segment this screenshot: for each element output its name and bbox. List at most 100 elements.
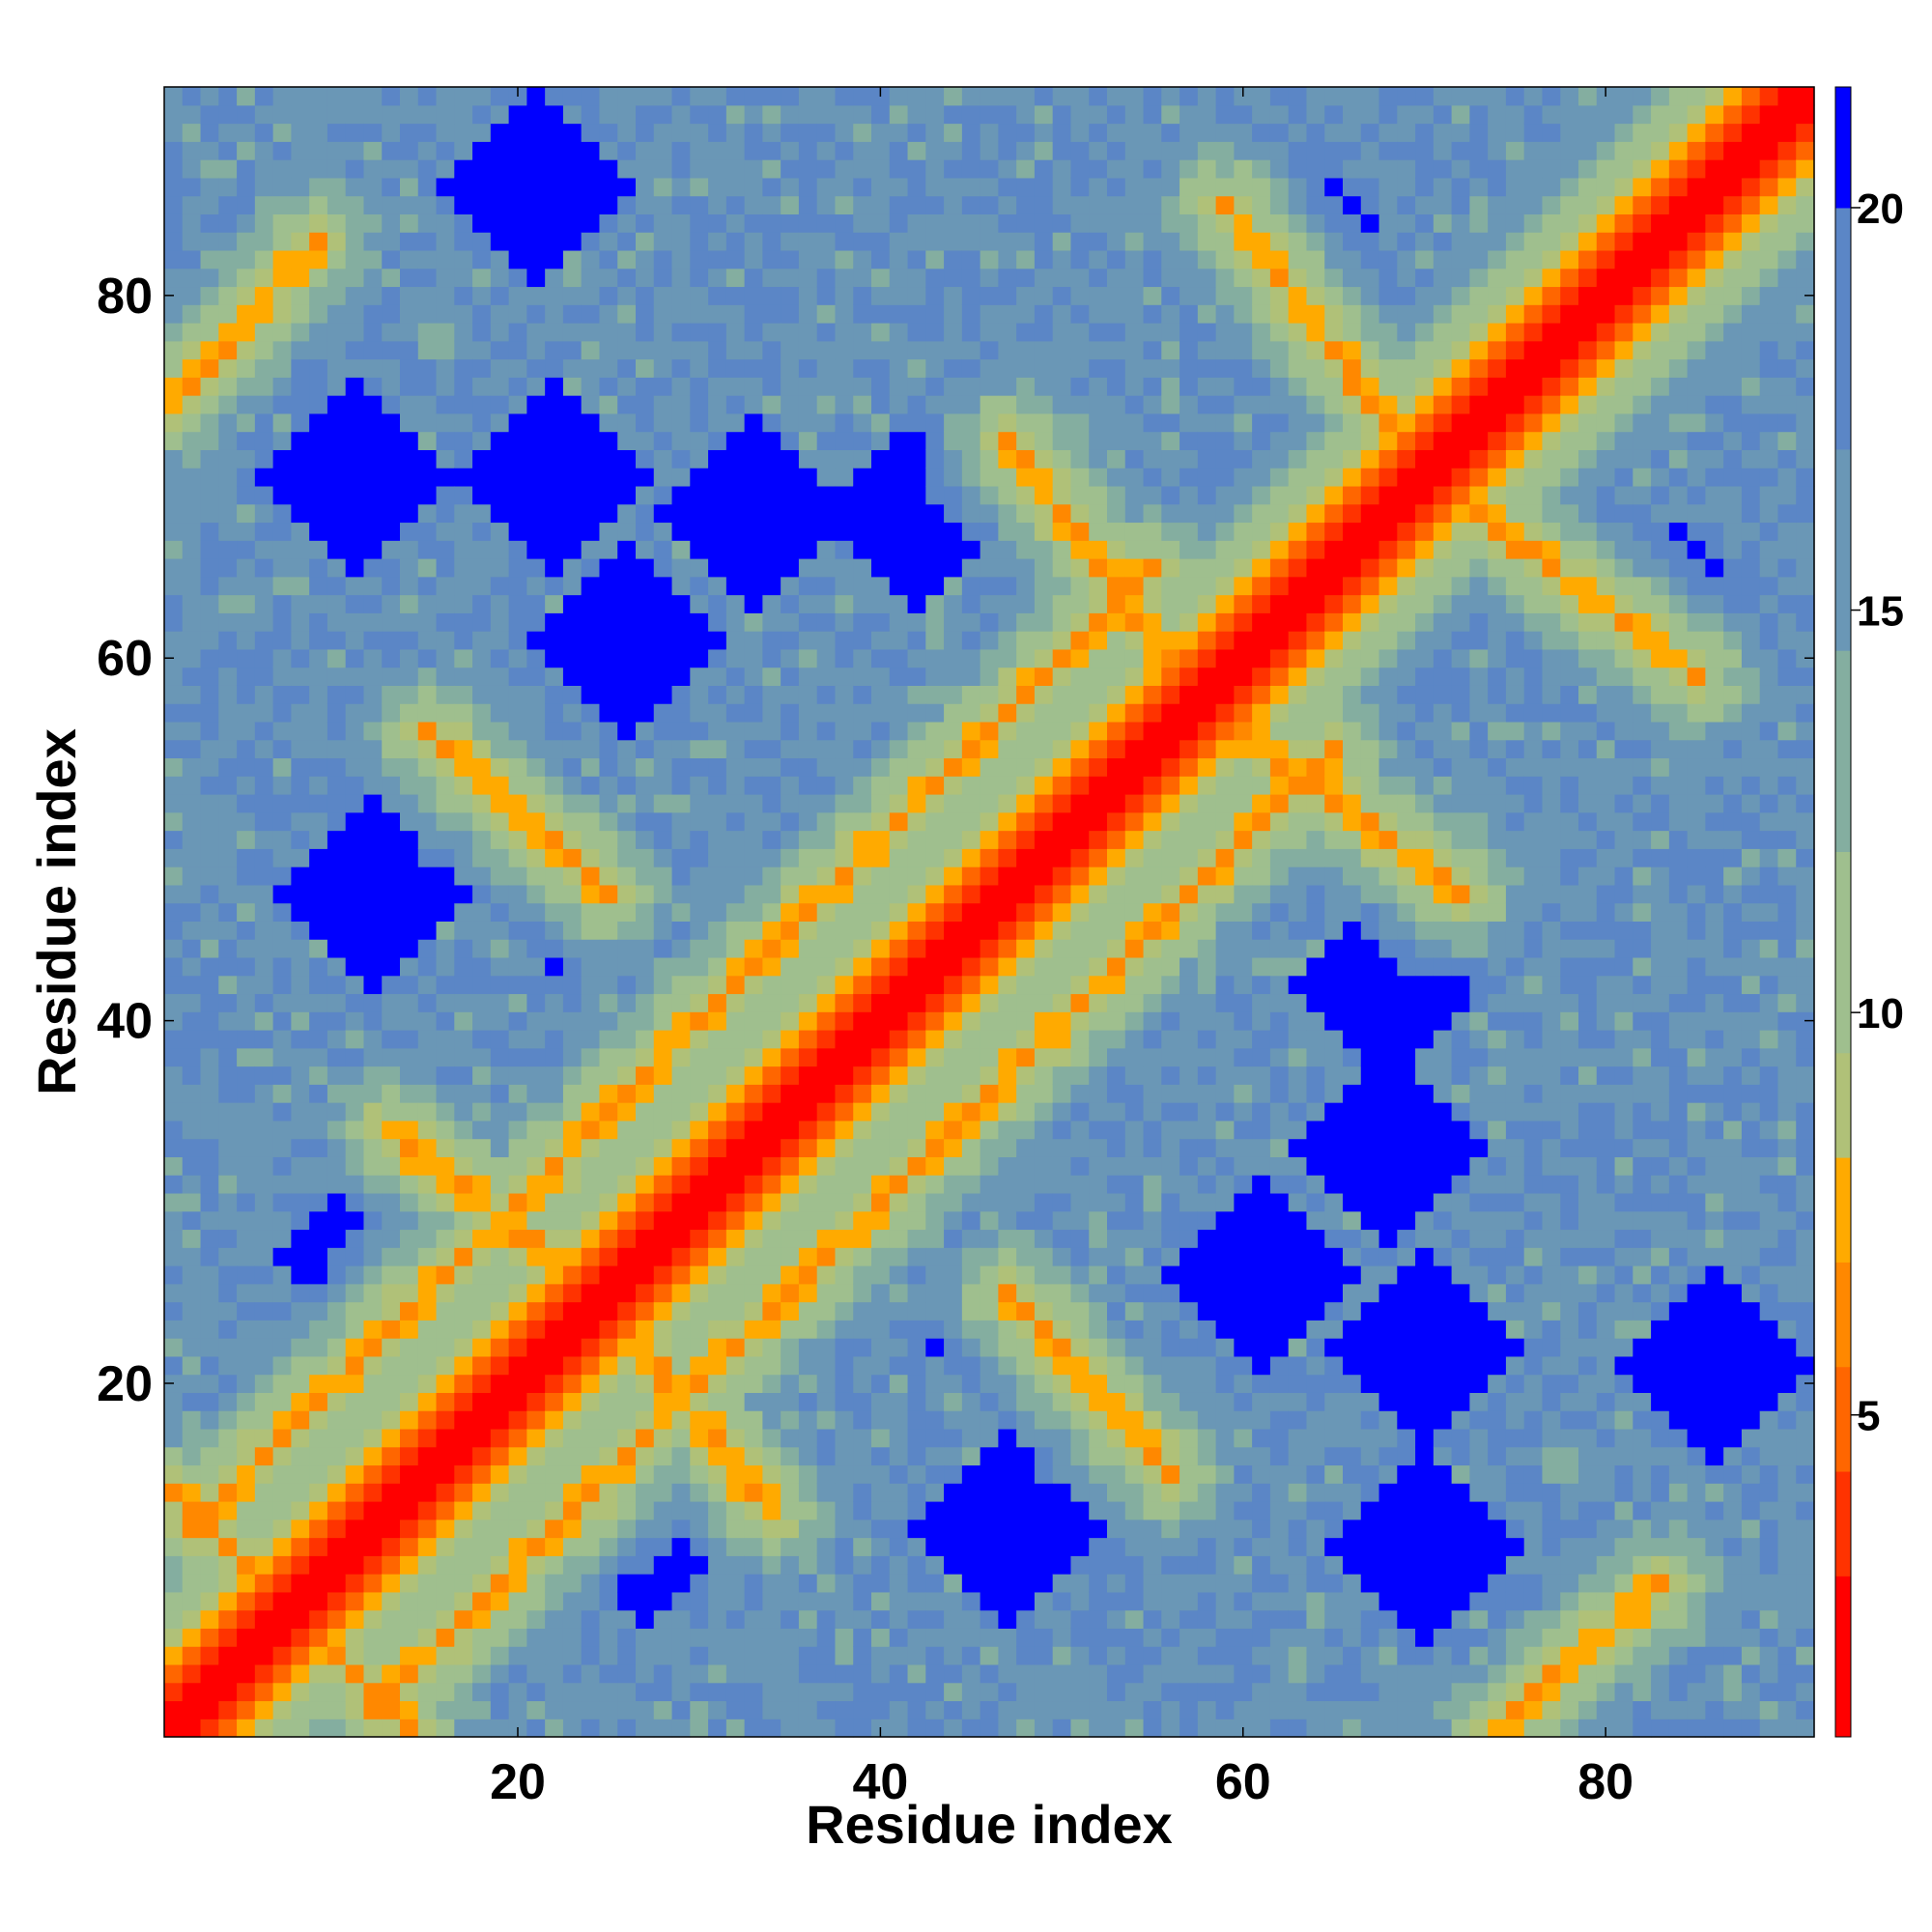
heatmap-cell	[1143, 1700, 1162, 1719]
heatmap-cell	[508, 1392, 527, 1411]
heatmap-cell	[1016, 412, 1036, 433]
heatmap-cell	[744, 703, 763, 723]
heatmap-cell	[636, 1591, 655, 1611]
heatmap-cell	[327, 703, 347, 723]
heatmap-cell	[345, 1628, 365, 1647]
heatmap-cell	[744, 1464, 763, 1484]
heatmap-cell	[781, 1138, 800, 1157]
heatmap-cell	[545, 1501, 564, 1520]
heatmap-cell	[291, 1537, 310, 1556]
heatmap-cell	[636, 323, 655, 342]
heatmap-cell	[382, 1192, 401, 1212]
heatmap-cell	[526, 1120, 546, 1140]
heatmap-cell	[816, 1247, 837, 1266]
heatmap-cell	[1089, 848, 1108, 867]
heatmap-cell	[526, 449, 546, 469]
heatmap-cell	[218, 848, 238, 867]
heatmap-cell	[472, 993, 492, 1012]
heatmap-cell	[980, 1156, 999, 1176]
heatmap-cell	[1070, 1156, 1090, 1176]
heatmap-cell	[781, 1646, 800, 1665]
heatmap-cell	[1089, 794, 1108, 813]
heatmap-cell	[690, 1320, 709, 1339]
heatmap-cell	[816, 104, 837, 125]
heatmap-cell	[980, 232, 999, 251]
heatmap-cell	[725, 468, 746, 487]
heatmap-cell	[1016, 739, 1036, 759]
heatmap-cell	[1089, 431, 1108, 450]
heatmap-cell	[725, 939, 746, 958]
heatmap-cell	[200, 1609, 219, 1629]
heatmap-cell	[200, 1229, 219, 1248]
heatmap-cell	[889, 87, 909, 106]
heatmap-cell	[998, 412, 1017, 433]
heatmap-cell	[980, 576, 999, 596]
heatmap-cell	[944, 1591, 963, 1611]
heatmap-cell	[454, 1156, 473, 1176]
heatmap-cell	[272, 1011, 292, 1031]
heatmap-cell	[417, 1011, 438, 1031]
heatmap-cell	[327, 776, 347, 795]
heatmap-cell	[490, 286, 510, 305]
heatmap-cell	[400, 993, 419, 1012]
heatmap-cell	[961, 1138, 981, 1157]
heatmap-cell	[744, 1501, 763, 1520]
heatmap-cell	[816, 1229, 837, 1248]
heatmap-cell	[309, 1374, 328, 1393]
heatmap-cell	[835, 1030, 854, 1049]
heatmap-cell	[526, 358, 546, 378]
heatmap-cell	[1016, 1410, 1036, 1430]
heatmap-cell	[454, 703, 473, 723]
heatmap-cell	[1034, 993, 1054, 1012]
heatmap-cell	[671, 213, 691, 233]
heatmap-cell	[1089, 1120, 1108, 1140]
heatmap-cell	[1124, 213, 1145, 233]
heatmap-cell	[1124, 631, 1145, 650]
heatmap-cell	[1107, 1247, 1126, 1266]
heatmap-cell	[237, 1392, 256, 1411]
heatmap-cell	[472, 1537, 492, 1556]
heatmap-cell	[636, 468, 655, 487]
heatmap-cell	[254, 449, 274, 469]
heatmap-cell	[1016, 213, 1036, 233]
heatmap-cell	[853, 648, 872, 668]
heatmap-cell	[526, 794, 546, 813]
heatmap-cell	[309, 1265, 328, 1285]
heatmap-cell	[835, 1663, 854, 1684]
heatmap-cell	[562, 1011, 582, 1031]
heatmap-cell	[725, 648, 746, 668]
heatmap-cell	[1107, 1030, 1126, 1049]
heatmap-cell	[1124, 123, 1145, 142]
heatmap-cell	[562, 721, 582, 741]
heatmap-cell	[417, 431, 438, 450]
heatmap-cell	[581, 141, 601, 160]
heatmap-cell	[218, 449, 238, 469]
heatmap-cell	[508, 612, 527, 632]
heatmap-cell	[762, 902, 781, 922]
heatmap-cell	[345, 1338, 365, 1357]
heatmap-cell	[417, 522, 438, 541]
heatmap-cell	[653, 431, 673, 450]
heatmap-cell	[272, 1084, 292, 1103]
heatmap-cell	[998, 1555, 1017, 1575]
heatmap-cell	[182, 1011, 202, 1031]
heatmap-cell	[182, 757, 202, 777]
heatmap-cell	[1143, 1464, 1162, 1484]
heatmap-cell	[708, 612, 727, 632]
heatmap-cell	[781, 1338, 800, 1357]
heatmap-cell	[1107, 377, 1126, 396]
heatmap-cell	[1089, 340, 1108, 360]
heatmap-cell	[1052, 249, 1072, 270]
heatmap-cell	[526, 232, 546, 251]
heatmap-cell	[1124, 1102, 1145, 1122]
heatmap-cell	[472, 884, 492, 904]
heatmap-cell	[925, 1682, 945, 1702]
heatmap-cell	[472, 975, 492, 995]
heatmap-cell	[436, 902, 455, 922]
heatmap-cell	[961, 1065, 981, 1085]
heatmap-cell	[636, 395, 655, 414]
heatmap-cell	[961, 286, 981, 305]
heatmap-cell	[636, 975, 655, 995]
heatmap-cell	[454, 1120, 473, 1140]
heatmap-cell	[327, 1156, 347, 1176]
